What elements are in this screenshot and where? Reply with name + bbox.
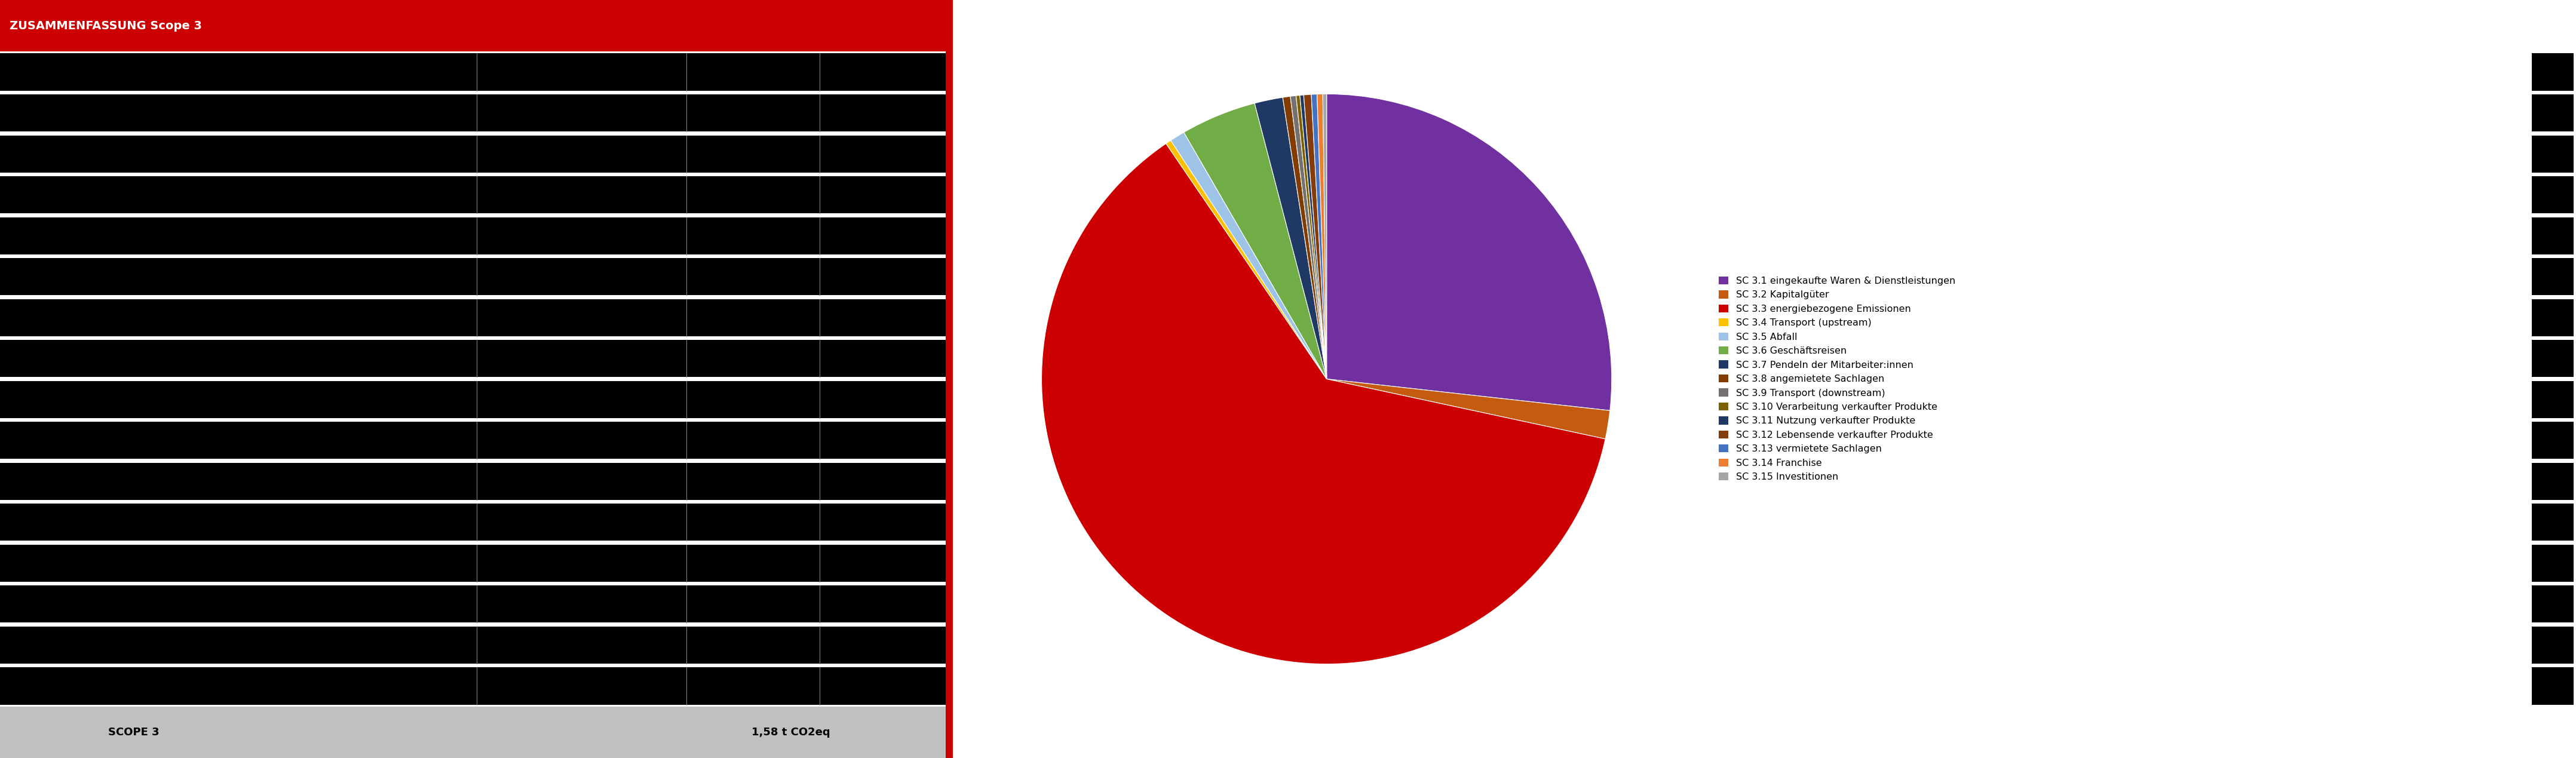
Wedge shape <box>1255 97 1327 379</box>
Wedge shape <box>1327 94 1613 411</box>
Wedge shape <box>1296 96 1327 379</box>
Bar <box>2532 381 2573 418</box>
Wedge shape <box>1170 133 1327 379</box>
Bar <box>2532 667 2573 705</box>
Legend: SC 3.1 eingekaufte Waren & Dienstleistungen, SC 3.2 Kapitalgüter, SC 3.3 energie: SC 3.1 eingekaufte Waren & Dienstleistun… <box>1718 277 1955 481</box>
Bar <box>945 0 953 758</box>
Bar <box>2532 95 2573 132</box>
Wedge shape <box>1316 94 1327 379</box>
Bar <box>2532 176 2573 214</box>
Wedge shape <box>1185 103 1327 379</box>
Wedge shape <box>1311 94 1327 379</box>
Text: ZUSAMMENFASSUNG Scope 3: ZUSAMMENFASSUNG Scope 3 <box>10 20 201 31</box>
Bar <box>0 217 953 255</box>
Wedge shape <box>1303 95 1327 379</box>
Bar <box>2532 504 2573 541</box>
Bar <box>0 706 953 758</box>
Bar <box>2532 135 2573 172</box>
Bar <box>2532 585 2573 623</box>
Bar <box>2532 217 2573 255</box>
Wedge shape <box>1283 96 1327 379</box>
Bar <box>0 585 953 623</box>
Bar <box>2532 299 2573 337</box>
Wedge shape <box>1167 140 1327 379</box>
Bar <box>2532 544 2573 582</box>
Bar <box>0 95 953 132</box>
Bar <box>0 54 953 91</box>
Bar <box>0 299 953 337</box>
Bar <box>0 626 953 664</box>
Bar <box>0 0 953 52</box>
Text: 1,58 t CO2eq: 1,58 t CO2eq <box>752 727 829 738</box>
Bar <box>0 544 953 582</box>
Bar <box>0 176 953 214</box>
Bar <box>2532 626 2573 664</box>
Wedge shape <box>1327 379 1610 439</box>
Wedge shape <box>1324 94 1327 379</box>
Wedge shape <box>1041 143 1605 664</box>
Bar <box>0 381 953 418</box>
Text: SCOPE 3: SCOPE 3 <box>108 727 160 738</box>
Bar <box>2532 54 2573 91</box>
Bar <box>0 462 953 500</box>
Bar <box>0 135 953 172</box>
Wedge shape <box>1301 95 1327 379</box>
Bar <box>2532 421 2573 459</box>
Bar <box>2532 462 2573 500</box>
Wedge shape <box>1291 96 1327 379</box>
Bar <box>0 504 953 541</box>
Bar <box>2532 340 2573 377</box>
Bar <box>2532 258 2573 296</box>
Bar <box>0 258 953 296</box>
Bar <box>0 340 953 377</box>
Bar <box>0 421 953 459</box>
Bar <box>0 667 953 705</box>
